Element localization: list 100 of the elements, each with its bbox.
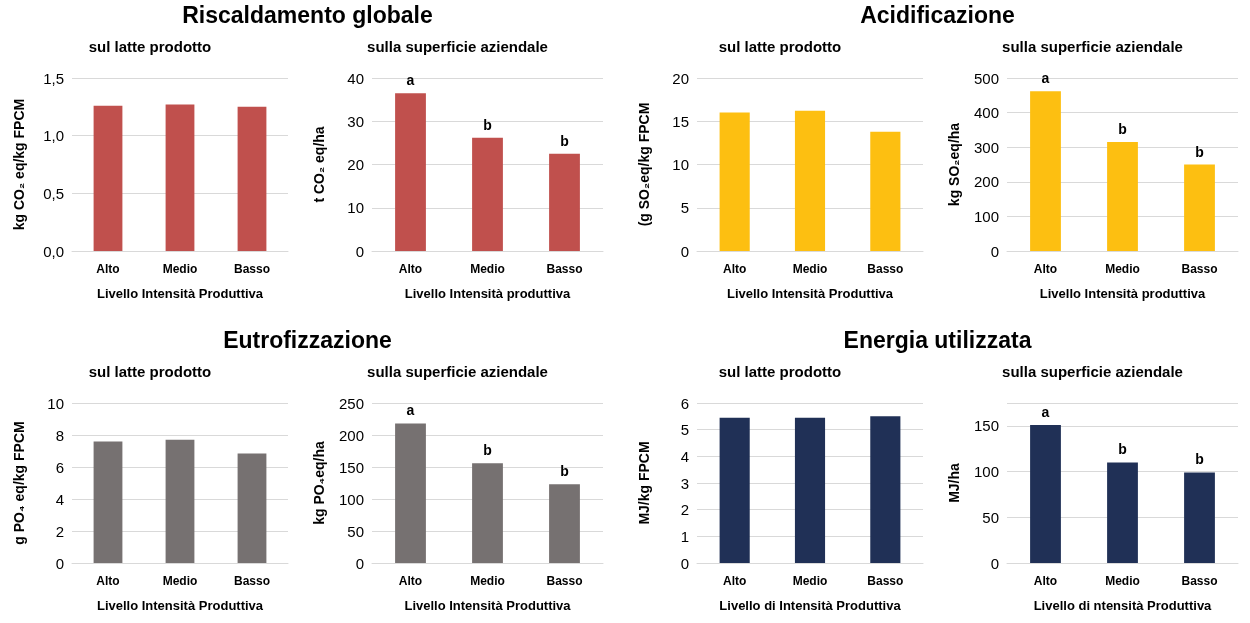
y-tick-label: 0: [990, 554, 999, 572]
x-tick-label: Basso: [546, 574, 583, 588]
x-tick-label: Alto: [723, 262, 747, 276]
x-axis-title: Livello Intensità Produttiva: [404, 598, 572, 613]
y-tick-label: 300: [973, 138, 999, 156]
x-axis-title: Livello di Intensità Produttiva: [719, 598, 902, 613]
y-axis-title: kg PO₄eq/ha: [311, 440, 327, 525]
x-tick-label: Alto: [1033, 262, 1058, 276]
y-axis-title: MJ/kg FPCM: [636, 441, 652, 525]
chart-subtitle: sul latte prodotto: [88, 38, 212, 55]
x-tick-label: Basso: [233, 262, 271, 276]
annotation: a: [406, 402, 415, 419]
y-tick-label: 50: [982, 508, 999, 526]
x-tick-label: Alto: [96, 574, 120, 588]
y-tick-label: 8: [55, 426, 64, 444]
x-tick-label: Alto: [96, 262, 120, 276]
bar: [1030, 91, 1061, 251]
annotation: b: [1195, 451, 1204, 468]
y-tick-label: 6: [680, 394, 689, 412]
x-tick-label: Basso: [546, 262, 583, 276]
chart-subtitle: sul latte prodotto: [718, 38, 842, 55]
y-tick-label: 4: [55, 490, 64, 508]
y-tick-label: 0: [680, 242, 689, 260]
bar: [549, 153, 580, 251]
bar: [1107, 142, 1138, 251]
x-tick-label: Medio: [792, 574, 828, 588]
annotation: a: [406, 72, 415, 89]
annotation: b: [483, 116, 492, 133]
y-tick-label: 30: [347, 112, 364, 130]
y-tick-label: 6: [55, 458, 64, 476]
y-tick-label: 0,0: [43, 242, 64, 260]
bar: [1107, 462, 1138, 563]
annotation: b: [560, 463, 569, 480]
y-tick-label: 200: [973, 173, 999, 191]
x-tick-label: Medio: [1105, 574, 1140, 588]
y-tick-label: 15: [672, 112, 689, 130]
y-tick-label: 0: [355, 554, 364, 572]
bar: [472, 137, 503, 251]
bar: [237, 453, 267, 563]
y-tick-label: 1: [680, 527, 689, 545]
chart-title: Acidificazione: [859, 2, 1016, 29]
y-tick-label: 5: [680, 199, 689, 217]
y-tick-label: 1,5: [43, 69, 64, 87]
x-tick-label: Basso: [1181, 262, 1218, 276]
y-tick-label: 0: [990, 242, 999, 260]
y-axis-title: MJ/ha: [946, 462, 962, 503]
y-tick-label: 10: [347, 199, 364, 217]
bar: [719, 112, 750, 251]
bar: [93, 441, 123, 563]
y-axis-title: g PO₄ eq/kg FPCM: [11, 421, 27, 545]
y-tick-label: 20: [672, 69, 689, 87]
x-axis-title: Livello Intensità produttiva: [404, 286, 571, 301]
y-tick-label: 0,5: [43, 184, 64, 202]
y-tick-label: 10: [672, 156, 689, 173]
x-tick-label: Basso: [1181, 574, 1218, 588]
bar: [472, 463, 503, 563]
chart-subtitle: sulla superficie aziendale: [1002, 38, 1183, 55]
x-tick-label: Medio: [792, 262, 828, 276]
annotation: b: [483, 442, 492, 459]
bar: [1030, 424, 1061, 563]
y-tick-label: 200: [338, 426, 364, 444]
x-tick-label: Medio: [470, 262, 505, 276]
y-tick-label: 50: [347, 522, 364, 540]
chart-subtitle: sulla superficie aziendale: [367, 363, 548, 380]
y-tick-label: 400: [973, 104, 999, 122]
x-tick-label: Alto: [1033, 574, 1058, 588]
x-tick-label: Alto: [398, 262, 423, 276]
chart-title: Energia utilizzata: [842, 327, 1033, 354]
y-axis-title: kg SO₂eq/ha: [946, 122, 962, 207]
x-tick-label: Alto: [723, 574, 747, 588]
bar: [395, 423, 426, 563]
x-axis-title: Livello Intensità Produttiva: [96, 598, 264, 613]
y-axis-title: kg CO₂ eq/kg FPCM: [11, 98, 27, 231]
chart-subtitle: sul latte prodotto: [718, 363, 842, 380]
chart-subtitle: sulla superficie aziendale: [1002, 363, 1183, 380]
y-tick-label: 10: [47, 394, 64, 412]
annotation: b: [560, 132, 569, 149]
y-tick-label: 0: [55, 554, 64, 572]
chart-subtitle: sul latte prodotto: [88, 363, 212, 380]
bar: [1184, 164, 1215, 251]
y-tick-label: 2: [55, 522, 64, 540]
y-tick-label: 3: [680, 474, 689, 492]
annotation: b: [1118, 441, 1127, 458]
y-tick-label: 40: [347, 69, 364, 87]
x-tick-label: Basso: [233, 574, 271, 588]
bar: [549, 484, 580, 563]
y-tick-label: 0: [680, 554, 689, 572]
bar: [1184, 472, 1215, 563]
y-tick-label: 20: [347, 156, 364, 173]
x-tick-label: Alto: [398, 574, 423, 588]
x-tick-label: Medio: [470, 574, 505, 588]
x-tick-label: Medio: [1105, 262, 1140, 276]
x-axis-title: Livello di ntensità Produttiva: [1033, 598, 1213, 613]
y-tick-label: 2: [680, 501, 689, 519]
annotation: b: [1118, 121, 1127, 138]
bar: [794, 110, 826, 251]
y-tick-label: 4: [680, 447, 689, 465]
y-tick-label: 100: [973, 207, 999, 225]
y-tick-label: 0: [355, 242, 364, 260]
x-axis-title: Livello Intensità Produttiva: [726, 286, 894, 301]
